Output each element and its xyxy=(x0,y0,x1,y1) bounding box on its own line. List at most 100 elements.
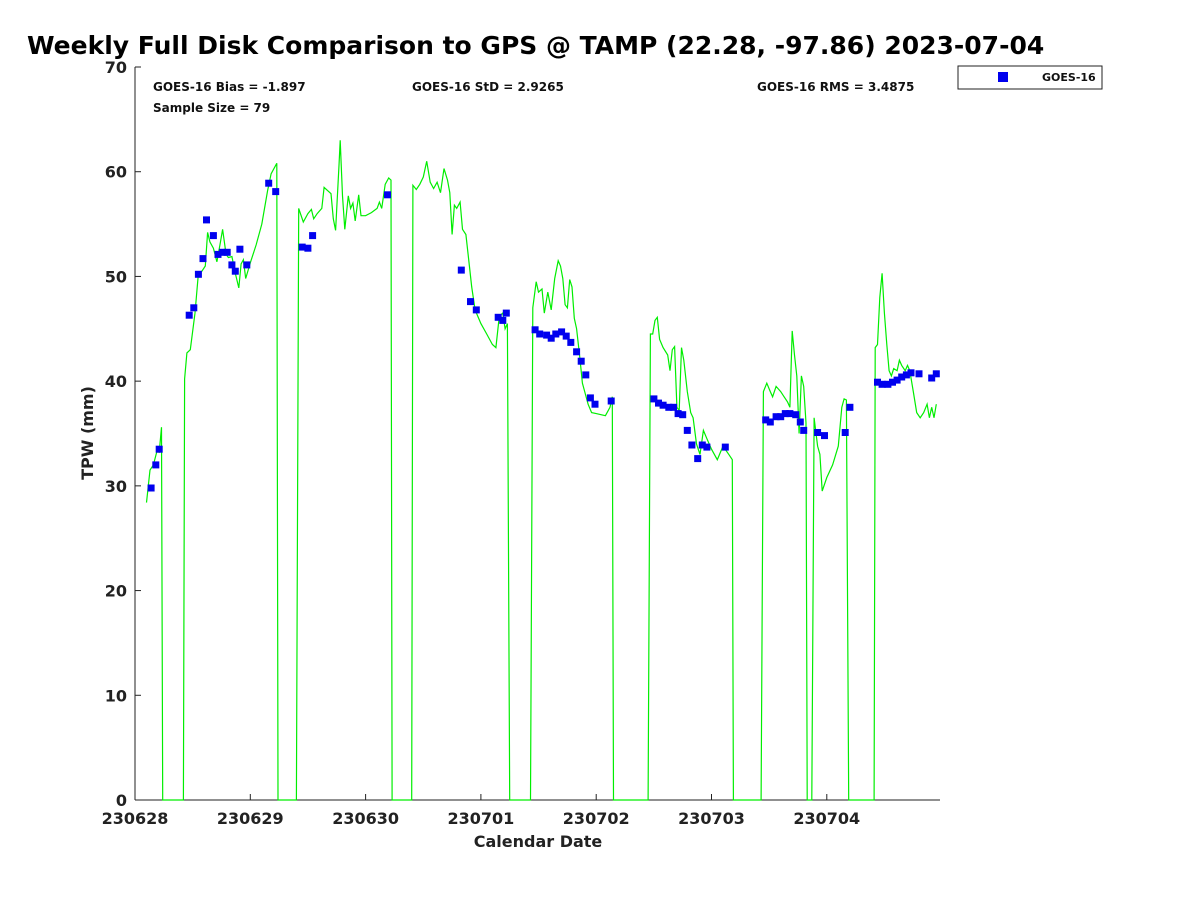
goes16-point xyxy=(573,348,581,356)
y-tick-label: 0 xyxy=(116,791,127,810)
goes16-point xyxy=(889,378,896,386)
goes16-point xyxy=(821,432,828,440)
goes16-point xyxy=(236,245,244,253)
chart-title: Weekly Full Disk Comparison to GPS @ TAM… xyxy=(27,31,1044,60)
goes16-point xyxy=(309,232,317,240)
goes16-point xyxy=(898,373,906,381)
goes16-point xyxy=(199,255,207,263)
sample-size-annotation: Sample Size = 79 xyxy=(153,101,270,115)
goes16-point xyxy=(607,397,615,405)
goes16-point xyxy=(190,304,198,312)
series-lines xyxy=(145,140,937,801)
legend-box xyxy=(957,65,1103,90)
x-axis-label: Calendar Date xyxy=(474,832,603,851)
x-tick-label: 230704 xyxy=(793,809,860,828)
goes16-point xyxy=(558,328,566,336)
legend-marker-goes16 xyxy=(998,72,1008,82)
goes16-point xyxy=(650,395,658,403)
gps-tpw-line xyxy=(145,140,937,801)
goes16-point xyxy=(298,243,306,251)
goes16-point xyxy=(536,330,544,338)
goes16-point xyxy=(223,248,231,256)
series-points xyxy=(147,179,940,492)
goes16-point xyxy=(670,403,677,411)
goes16-point xyxy=(203,216,210,224)
goes16-point xyxy=(243,261,251,269)
goes16-point xyxy=(777,413,785,421)
goes16-point xyxy=(467,298,474,306)
goes16-point xyxy=(194,270,202,278)
x-tick-label: 230630 xyxy=(332,809,399,828)
goes16-point xyxy=(902,371,910,379)
goes16-point xyxy=(547,334,555,342)
y-ticks: 0 10 20 30 40 50 60 70 xyxy=(105,58,141,810)
goes16-point xyxy=(265,179,273,187)
goes16-point xyxy=(214,250,222,258)
goes16-point xyxy=(582,371,590,379)
goes16-point xyxy=(384,191,391,199)
goes16-point xyxy=(698,441,706,449)
goes16-point xyxy=(781,410,789,418)
y-axis-label: TPW (mm) xyxy=(78,386,97,480)
goes16-point xyxy=(915,370,923,378)
goes16-point xyxy=(591,400,599,408)
x-tick-label: 230702 xyxy=(563,809,630,828)
y-tick-label: 40 xyxy=(105,372,127,391)
goes16-point xyxy=(457,266,465,274)
x-tick-label: 230701 xyxy=(448,809,515,828)
goes16-point xyxy=(674,410,682,418)
x-ticks: 230628 230629 230630 230701 230702 230703 2307… xyxy=(102,794,860,828)
goes16-point xyxy=(655,399,662,407)
goes16-point xyxy=(209,232,217,240)
goes16-point xyxy=(874,378,881,386)
goes16-point xyxy=(928,374,936,382)
y-tick-label: 60 xyxy=(105,163,127,182)
goes16-point xyxy=(147,484,155,492)
goes16-point xyxy=(562,332,570,340)
goes16-point xyxy=(932,370,940,378)
goes16-point xyxy=(219,248,227,256)
goes16-point xyxy=(679,411,687,419)
goes16-point xyxy=(841,429,849,436)
goes16-point xyxy=(878,380,886,388)
std-annotation: GOES-16 StD = 2.9265 xyxy=(412,80,564,94)
goes16-point xyxy=(543,331,551,339)
goes16-point xyxy=(772,413,780,421)
goes16-point xyxy=(893,376,901,384)
rms-annotation: GOES-16 RMS = 3.4875 xyxy=(757,80,914,94)
goes16-point xyxy=(502,309,510,317)
goes16-point xyxy=(792,411,800,419)
goes16-point xyxy=(800,426,808,434)
goes16-point xyxy=(567,338,575,346)
goes16-point xyxy=(694,455,702,463)
goes16-point xyxy=(846,403,854,411)
goes16-point xyxy=(552,330,560,338)
goes16-point xyxy=(152,461,160,469)
goes16-point xyxy=(272,188,280,196)
x-tick-label: 230629 xyxy=(217,809,284,828)
legend: GOES-16 xyxy=(957,65,1103,90)
goes16-point xyxy=(688,441,696,449)
plot-area: 0 10 20 30 40 50 60 70 230628 230629 230630 230701… xyxy=(102,58,940,828)
legend-label-goes16: GOES-16 xyxy=(1042,71,1096,84)
goes16-point xyxy=(231,267,239,275)
goes16-point xyxy=(814,429,822,436)
goes16-point xyxy=(907,369,915,377)
goes16-point xyxy=(494,313,502,321)
goes16-point xyxy=(762,416,770,424)
goes16-point xyxy=(786,410,794,418)
goes16-point xyxy=(665,403,673,411)
goes16-point xyxy=(304,244,312,252)
x-tick-label: 230628 xyxy=(102,809,169,828)
goes16-point xyxy=(577,357,585,365)
goes16-point xyxy=(683,426,691,434)
goes16-point xyxy=(659,401,667,409)
goes16-point xyxy=(721,443,729,451)
goes16-point xyxy=(531,326,539,334)
goes16-point xyxy=(884,380,892,388)
y-tick-label: 50 xyxy=(105,267,127,286)
goes16-point xyxy=(499,316,507,324)
goes16-point xyxy=(228,261,236,269)
goes16-point xyxy=(155,445,163,453)
